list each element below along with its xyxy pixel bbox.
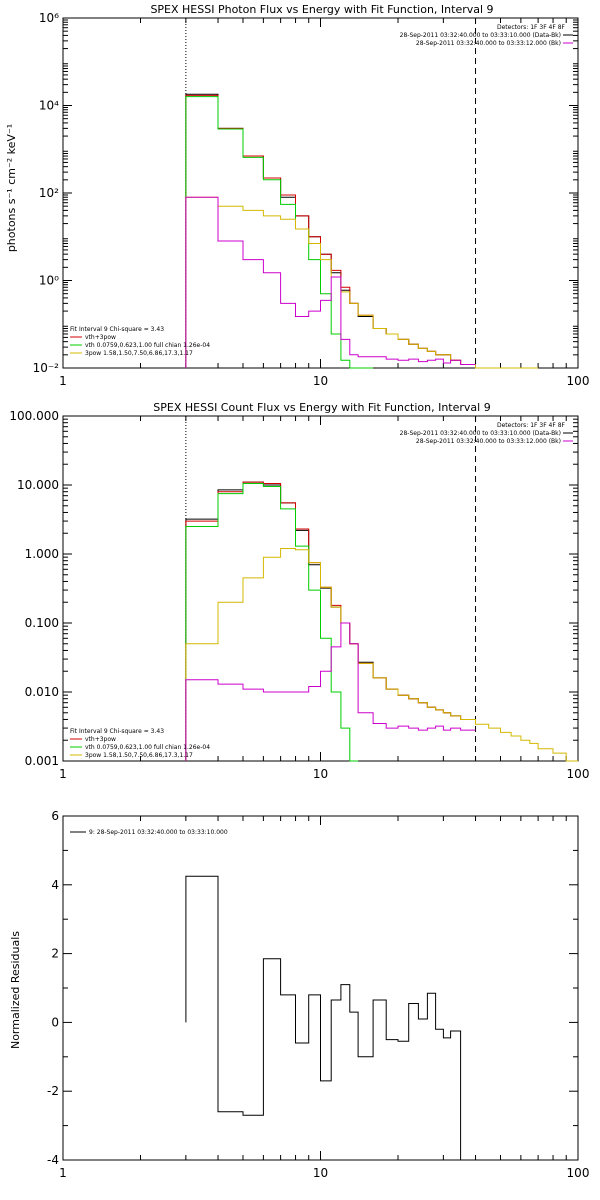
photon-flux-panel: SPEX HESSI Photon Flux vs Energy with Fi…	[5, 3, 589, 388]
y-tick-label: 10⁴	[39, 99, 59, 113]
series-data-bk	[185, 481, 476, 761]
x-tick-label: 1	[59, 374, 67, 388]
y-tick-label: 6	[51, 809, 59, 823]
y-tick-label: 100.000	[9, 409, 59, 423]
y-tick-label: 4	[51, 878, 59, 892]
y-tick-label: 0.001	[25, 754, 59, 768]
legend-entry-label: 28-Sep-2011 03:32:40.000 to 03:33:12.000…	[416, 40, 561, 47]
legend-entry-label: 28-Sep-2011 03:32:40.000 to 03:33:10.000…	[400, 32, 561, 39]
photon-flux-legend-bottom: Fit Interval 9 Chi-square = 3.43 vth+3po…	[70, 326, 210, 357]
residuals-plot-area	[62, 815, 579, 1161]
y-tick-label: -2	[47, 1084, 59, 1098]
y-tick-label: 0	[51, 1015, 59, 1029]
photon-flux-ylabel: photons s⁻¹ cm⁻² keV⁻¹	[5, 124, 18, 252]
x-tick-label: 1	[59, 767, 67, 781]
series-3pow	[185, 548, 578, 762]
legend-header: Fit Interval 9 Chi-square = 3.43	[70, 728, 164, 735]
legend-entry-label: vth 0.0759,0.623,1.00 full chian 1.26e-0…	[85, 744, 210, 751]
legend-entry-label: 9: 28-Sep-2011 03:32:40.000 to 03:33:10.…	[89, 829, 228, 836]
y-tick-label: 0.010	[25, 685, 59, 699]
legend-header: Fit Interval 9 Chi-square = 3.43	[70, 326, 164, 333]
series-3pow	[185, 196, 539, 369]
x-tick-label: 10	[313, 1166, 328, 1180]
y-tick-label: 1.000	[25, 547, 59, 561]
series-vth-3pow	[185, 481, 476, 761]
y-tick-label: 2	[51, 947, 59, 961]
legend-entry-label: 3pow 1.58,1.50,7.50,6.86,17.3,1.17	[85, 752, 193, 759]
count-flux-title: SPEX HESSI Count Flux vs Energy with Fit…	[153, 401, 490, 414]
y-tick-label: 0.100	[25, 616, 59, 630]
series-bk	[185, 196, 476, 368]
y-tick-label: 10⁰	[39, 274, 59, 288]
legend-header: Detectors: 1F 3F 4F 8F	[497, 422, 566, 429]
legend-header: Detectors: 1F 3F 4F 8F	[497, 24, 566, 31]
x-tick-label: 100	[567, 1166, 590, 1180]
series-bk	[185, 622, 476, 761]
legend-entry-label: 28-Sep-2011 03:32:40.000 to 03:33:12.000…	[416, 438, 561, 445]
residuals-legend: 9: 28-Sep-2011 03:32:40.000 to 03:33:10.…	[70, 829, 228, 836]
legend-entry-label: vth+3pow	[85, 334, 116, 341]
series-9	[185, 875, 462, 1160]
y-tick-label: 10⁻²	[33, 361, 60, 375]
y-tick-label: 10.000	[17, 478, 59, 492]
legend-entry-label: vth+3pow	[85, 736, 116, 743]
photon-flux-plot-area	[62, 17, 579, 369]
photon-flux-legend-top: Detectors: 1F 3F 4F 8F 28-Sep-2011 03:32…	[400, 24, 573, 47]
legend-entry-label: vth 0.0759,0.623,1.00 full chian 1.26e-0…	[85, 342, 210, 349]
x-tick-label: 10	[313, 374, 328, 388]
y-tick-label: 10⁶	[39, 11, 59, 25]
x-tick-label: 100	[567, 767, 590, 781]
x-tick-label: 100	[567, 374, 590, 388]
y-tick-label: -4	[47, 1153, 59, 1167]
x-tick-label: 10	[313, 767, 328, 781]
photon-flux-title: SPEX HESSI Photon Flux vs Energy with Fi…	[150, 3, 493, 16]
y-tick-label: 10²	[39, 186, 59, 200]
series-vth	[185, 96, 374, 369]
x-tick-label: 1	[59, 1166, 67, 1180]
legend-entry-label: 28-Sep-2011 03:32:40.000 to 03:33:10.000…	[400, 430, 561, 437]
residuals-ylabel: Normalized Residuals	[9, 931, 22, 1049]
residuals-panel: Normalized Residuals 1 10 100 -4 -2 0 2 4 6 9: 2…	[9, 809, 589, 1180]
count-flux-panel: SPEX HESSI Count Flux vs Energy with Fit…	[9, 401, 589, 781]
count-flux-legend-top: Detectors: 1F 3F 4F 8F 28-Sep-2011 03:32…	[400, 422, 573, 445]
series-vth	[185, 483, 359, 762]
count-flux-legend-bottom: Fit Interval 9 Chi-square = 3.43 vth+3po…	[70, 728, 210, 759]
legend-entry-label: 3pow 1.58,1.50,7.50,6.86,17.3,1.17	[85, 350, 193, 357]
